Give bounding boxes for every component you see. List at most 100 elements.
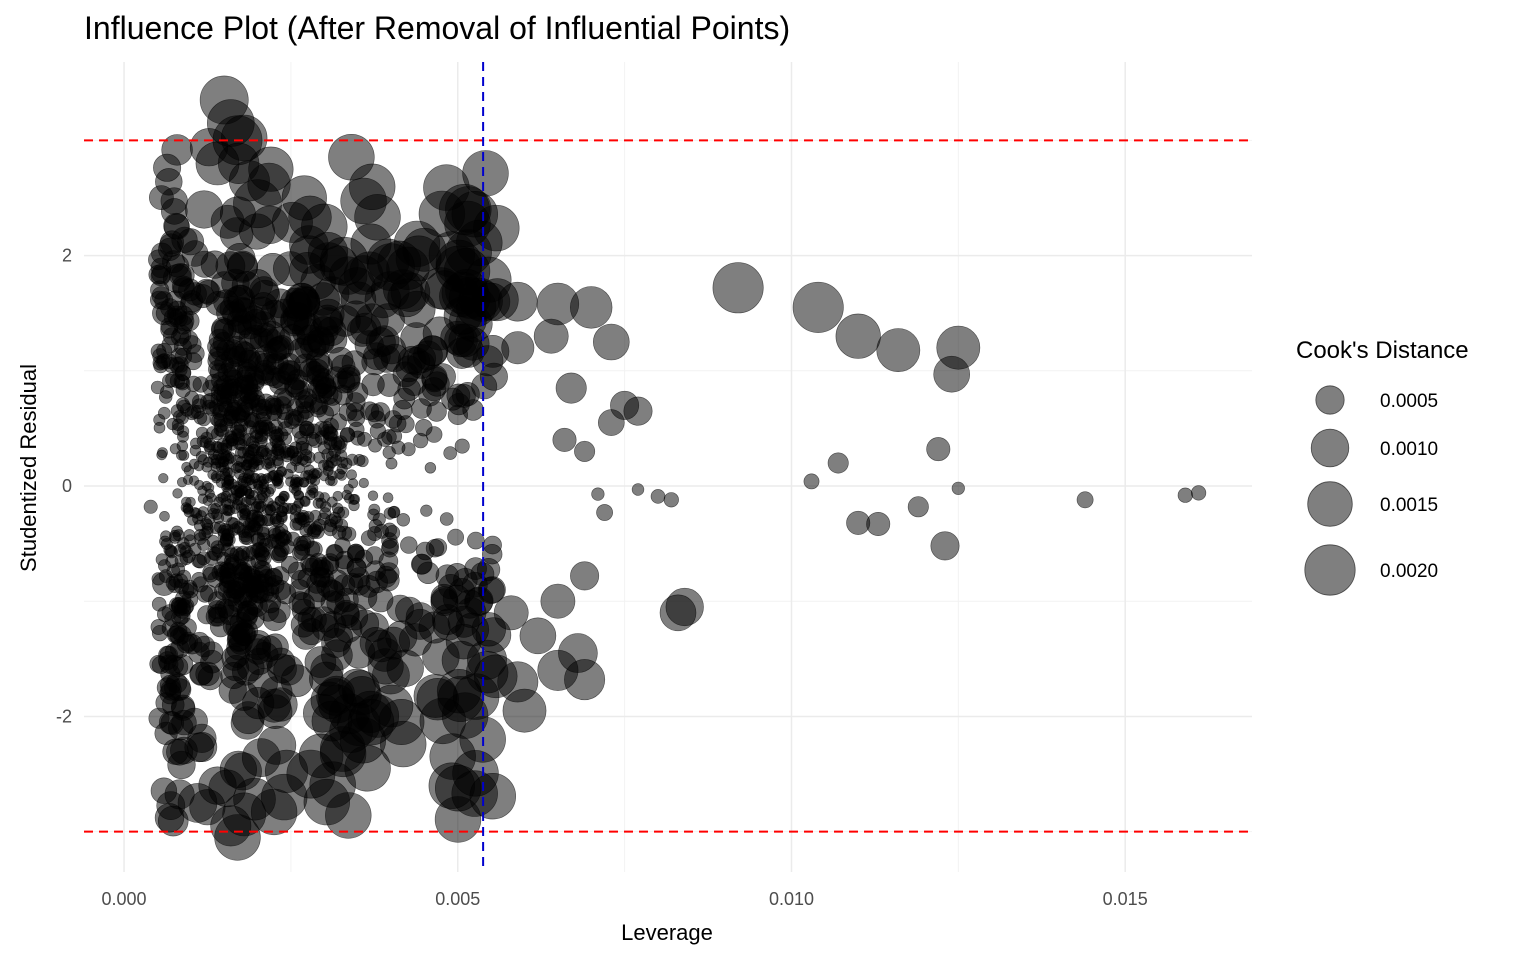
data-point [570, 561, 600, 591]
data-point [164, 674, 191, 701]
x-tick-label: 0.000 [102, 889, 147, 909]
data-point [242, 308, 269, 335]
data-point [263, 339, 287, 364]
data-point [420, 504, 433, 517]
data-point [143, 499, 158, 514]
data-point [175, 364, 192, 381]
data-point [151, 242, 173, 265]
data-point [198, 766, 237, 805]
data-point [663, 492, 679, 508]
data-point [907, 496, 929, 518]
x-axis-ticks: 0.000 0.005 0.010 0.015 [102, 889, 1148, 909]
data-point [299, 495, 311, 507]
data-point [250, 552, 267, 570]
data-point [346, 315, 378, 347]
data-point [385, 457, 398, 470]
data-point [181, 240, 209, 267]
data-point [231, 499, 243, 510]
data-point [502, 688, 547, 733]
data-point [346, 469, 358, 481]
data-point [233, 562, 251, 580]
data-point [241, 459, 252, 471]
data-point [170, 404, 184, 418]
data-point [162, 373, 177, 389]
data-point [297, 618, 325, 646]
data-point [291, 592, 315, 616]
data-point [358, 477, 369, 489]
data-point [153, 421, 166, 434]
data-point [274, 362, 296, 385]
data-point [1177, 487, 1193, 503]
data-point [233, 179, 282, 229]
data-point [360, 401, 380, 421]
data-point [210, 427, 224, 441]
data-point [186, 344, 205, 363]
data-point [153, 153, 182, 182]
data-point [361, 373, 385, 397]
data-point [217, 363, 237, 383]
data-point [443, 446, 458, 460]
data-point [319, 492, 330, 503]
data-point [164, 544, 178, 558]
data-point [276, 505, 288, 518]
data-point [303, 469, 314, 481]
data-point [926, 437, 951, 462]
data-point [270, 579, 291, 601]
data-point [213, 289, 239, 316]
data-point [478, 576, 506, 604]
data-point [876, 328, 921, 373]
data-point [827, 452, 849, 474]
data-point [555, 372, 587, 404]
data-point [282, 447, 296, 460]
data-point [376, 334, 407, 365]
data-point [210, 805, 252, 847]
data-point [396, 513, 410, 527]
chart-title: Influence Plot (After Removal of Influen… [84, 10, 791, 46]
data-point [482, 543, 503, 565]
data-point [591, 487, 605, 501]
data-point [239, 386, 258, 405]
data-point [236, 361, 257, 382]
data-point [224, 547, 240, 563]
data-point [803, 473, 820, 490]
data-point [171, 562, 186, 577]
data-point [323, 522, 338, 537]
data-point [191, 553, 206, 569]
data-point [247, 668, 278, 699]
data-point [574, 440, 596, 462]
data-point [204, 437, 217, 450]
data-point [321, 639, 353, 672]
data-point [230, 706, 264, 740]
data-point [197, 506, 209, 518]
data-point [221, 458, 233, 470]
data-point [234, 446, 247, 459]
legend-key [1315, 385, 1345, 415]
data-points [143, 75, 1207, 861]
data-point [469, 772, 516, 820]
data-point [792, 281, 844, 333]
data-point [197, 412, 211, 427]
data-point [930, 531, 960, 561]
data-point [951, 481, 965, 495]
data-point [248, 490, 259, 501]
data-point [179, 545, 193, 559]
data-point [340, 177, 387, 225]
data-point [157, 447, 168, 458]
legend-label: 0.0010 [1380, 439, 1438, 460]
data-point [501, 331, 535, 365]
legend-label: 0.0005 [1380, 391, 1438, 412]
data-point [172, 488, 183, 499]
data-point [416, 335, 448, 367]
data-point [152, 571, 177, 596]
data-point [197, 605, 217, 625]
data-point [223, 580, 242, 599]
data-point [197, 493, 209, 504]
data-point [257, 484, 268, 495]
data-point [307, 523, 322, 538]
data-point [375, 565, 397, 588]
data-point [410, 553, 432, 575]
data-point [218, 561, 235, 578]
data-point [439, 512, 454, 526]
data-point [367, 508, 380, 521]
data-point [157, 606, 173, 623]
